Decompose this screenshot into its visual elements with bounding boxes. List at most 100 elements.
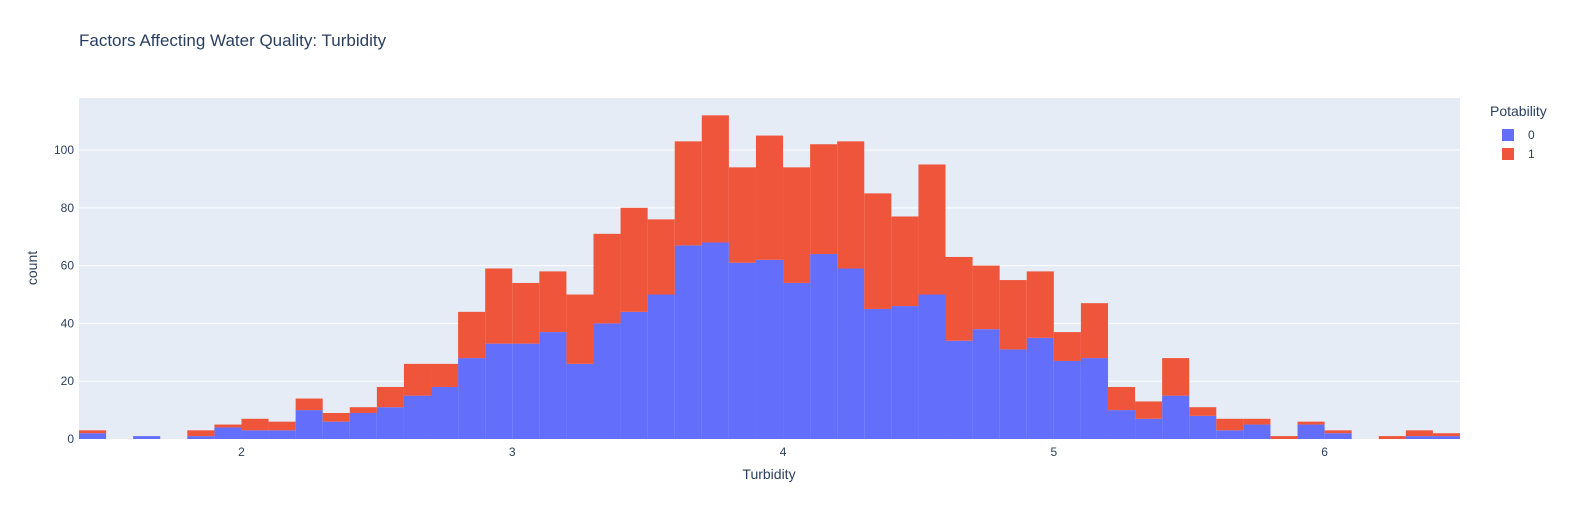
y-tick-label: 40 bbox=[61, 316, 75, 330]
bar-series-0 bbox=[1324, 433, 1352, 439]
bar-series-1 bbox=[403, 363, 432, 396]
bar-series-1 bbox=[349, 407, 377, 413]
bar-series-0 bbox=[701, 242, 729, 439]
bar-series-0 bbox=[566, 363, 594, 439]
bar-series-0 bbox=[431, 386, 459, 439]
bar-series-0 bbox=[593, 323, 621, 439]
bar-series-1 bbox=[1026, 271, 1054, 338]
bar-series-0 bbox=[241, 430, 269, 439]
bar-series-1 bbox=[566, 294, 594, 364]
bar-series-0 bbox=[728, 262, 756, 439]
legend-item-1[interactable]: 1 bbox=[1490, 144, 1547, 163]
x-tick-label: 6 bbox=[1321, 445, 1328, 459]
bar-series-1 bbox=[539, 271, 567, 333]
bar-series-0 bbox=[1053, 360, 1081, 439]
bar-series-0 bbox=[376, 407, 404, 439]
bar-series-0 bbox=[620, 311, 648, 439]
y-tick-label: 100 bbox=[54, 143, 74, 157]
bar-series-1 bbox=[485, 268, 513, 344]
bar-series-1 bbox=[972, 265, 1000, 330]
bar-series-0 bbox=[214, 427, 242, 439]
legend: Potability 0 1 bbox=[1490, 103, 1547, 163]
bar-series-1 bbox=[728, 167, 756, 263]
bar-series-1 bbox=[1297, 421, 1325, 425]
legend-item-0[interactable]: 0 bbox=[1490, 125, 1547, 144]
bar-series-1 bbox=[891, 216, 919, 307]
bar-series-0 bbox=[1162, 395, 1190, 439]
bar-series-1 bbox=[241, 418, 269, 431]
bar-series-0 bbox=[810, 254, 838, 439]
bar-series-0 bbox=[1080, 358, 1108, 439]
bar-series-1 bbox=[810, 144, 838, 255]
bar-series-1 bbox=[1189, 407, 1217, 416]
y-tick-label: 80 bbox=[61, 201, 75, 215]
x-tick-label: 2 bbox=[238, 445, 245, 459]
bar-series-0 bbox=[783, 282, 811, 439]
bar-series-1 bbox=[864, 193, 892, 309]
bar-series-1 bbox=[1432, 433, 1460, 437]
legend-swatch-1 bbox=[1502, 147, 1514, 160]
bar-series-0 bbox=[972, 329, 1000, 439]
bar-series-1 bbox=[783, 167, 811, 283]
bar-series-1 bbox=[322, 412, 350, 422]
bar-series-0 bbox=[999, 349, 1027, 439]
bar-series-0 bbox=[403, 395, 432, 439]
bar-series-0 bbox=[349, 412, 377, 439]
x-tick-label: 5 bbox=[1050, 445, 1057, 459]
bar-series-0 bbox=[1243, 424, 1271, 439]
bar-series-0 bbox=[79, 433, 107, 439]
bar-series-1 bbox=[647, 219, 675, 295]
bar-series-0 bbox=[485, 343, 513, 439]
bar-series-0 bbox=[1216, 430, 1244, 439]
bar-series-1 bbox=[512, 282, 540, 344]
x-tick-label: 3 bbox=[509, 445, 516, 459]
bar-series-1 bbox=[376, 386, 404, 408]
bar-series-0 bbox=[295, 410, 323, 439]
x-axis-label: Turbidity bbox=[742, 466, 795, 482]
bar-series-0 bbox=[918, 294, 946, 439]
bar-series-1 bbox=[1270, 436, 1298, 439]
bar-series-1 bbox=[1324, 430, 1352, 434]
y-tick-label: 0 bbox=[67, 432, 74, 446]
chart-title: Factors Affecting Water Quality: Turbidi… bbox=[79, 31, 387, 50]
legend-title: Potability bbox=[1490, 103, 1547, 119]
bar-series-1 bbox=[1107, 386, 1136, 411]
bar-series-0 bbox=[133, 436, 161, 439]
bar-series-0 bbox=[945, 340, 973, 439]
bar-series-1 bbox=[1378, 436, 1406, 439]
bars-group bbox=[79, 115, 1460, 439]
bar-series-0 bbox=[1189, 415, 1217, 439]
bar-series-0 bbox=[1026, 337, 1054, 439]
bar-series-0 bbox=[268, 430, 296, 439]
bar-series-1 bbox=[1080, 303, 1108, 359]
legend-label-0: 0 bbox=[1528, 127, 1535, 142]
bar-series-1 bbox=[1162, 358, 1190, 396]
bar-series-0 bbox=[1135, 418, 1163, 439]
bar-series-0 bbox=[1432, 436, 1460, 439]
bar-series-1 bbox=[1243, 418, 1271, 425]
bar-series-0 bbox=[647, 294, 675, 439]
y-tick-label: 60 bbox=[61, 259, 75, 273]
bar-series-0 bbox=[864, 308, 892, 439]
legend-swatch-0 bbox=[1502, 128, 1514, 141]
y-tick-labels: 0 20 40 60 80 100 bbox=[54, 143, 74, 446]
legend-label-1: 1 bbox=[1528, 146, 1535, 161]
bar-series-1 bbox=[1053, 332, 1081, 361]
bar-series-1 bbox=[79, 430, 107, 434]
bar-series-1 bbox=[1405, 430, 1433, 437]
bar-series-0 bbox=[891, 306, 919, 439]
bar-series-1 bbox=[620, 207, 648, 312]
bar-series-1 bbox=[593, 233, 621, 324]
x-tick-label: 4 bbox=[780, 445, 787, 459]
bar-series-1 bbox=[701, 115, 729, 243]
bar-series-1 bbox=[945, 256, 973, 341]
y-axis-label: count bbox=[24, 251, 40, 285]
x-tick-labels: 2 3 4 5 6 bbox=[238, 445, 1328, 459]
bar-series-0 bbox=[1405, 436, 1433, 439]
bar-series-1 bbox=[755, 135, 784, 260]
bar-series-1 bbox=[674, 141, 702, 246]
bar-series-0 bbox=[674, 245, 702, 439]
bar-series-1 bbox=[1216, 418, 1244, 431]
bar-series-0 bbox=[187, 436, 215, 439]
